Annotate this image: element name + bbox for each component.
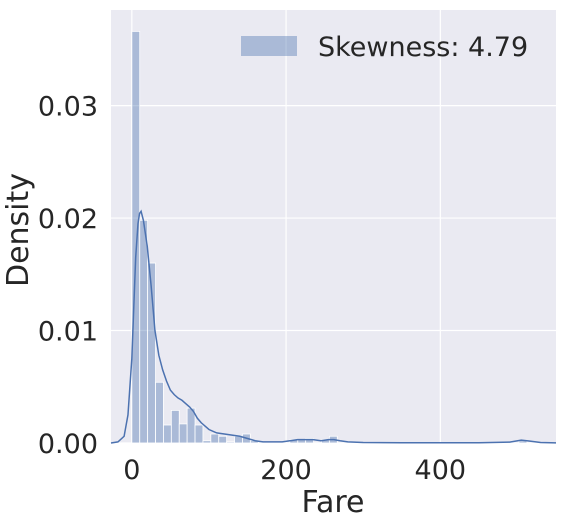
histogram-bar <box>226 441 235 444</box>
legend-swatch <box>241 36 297 56</box>
y-tick-label: 0.01 <box>38 317 98 348</box>
y-axis-label: Density <box>1 173 36 287</box>
histogram-bar <box>155 381 164 444</box>
histogram-bar <box>202 440 212 444</box>
y-tick-labels: 0.00 0.01 0.02 0.03 <box>38 92 98 460</box>
histogram-bar <box>131 30 141 444</box>
x-axis-label: Fare <box>301 485 364 518</box>
y-tick-label: 0.03 <box>38 92 98 123</box>
histogram-bar <box>218 435 228 444</box>
plot-background <box>111 10 556 443</box>
legend: Skewness: 4.79 <box>241 32 528 63</box>
y-tick-label: 0.02 <box>38 204 98 235</box>
histogram-bar <box>194 424 204 444</box>
kde-curve <box>110 209 557 444</box>
histogram-bar <box>170 409 180 444</box>
histogram-bar <box>147 262 156 444</box>
histogram-bar <box>210 433 220 444</box>
y-tick-label: 0.00 <box>38 429 98 460</box>
x-tick-label: 400 <box>415 455 467 486</box>
x-tick-label: 200 <box>260 455 312 486</box>
histogram-bar <box>139 219 149 444</box>
histogram-bar <box>178 423 188 444</box>
histogram-bar <box>163 424 172 444</box>
histogram-bar <box>305 438 314 444</box>
x-tick-label: 0 <box>123 455 140 486</box>
legend-label: Skewness: 4.79 <box>318 32 528 63</box>
x-tick-labels: 0 200 400 <box>123 455 466 486</box>
